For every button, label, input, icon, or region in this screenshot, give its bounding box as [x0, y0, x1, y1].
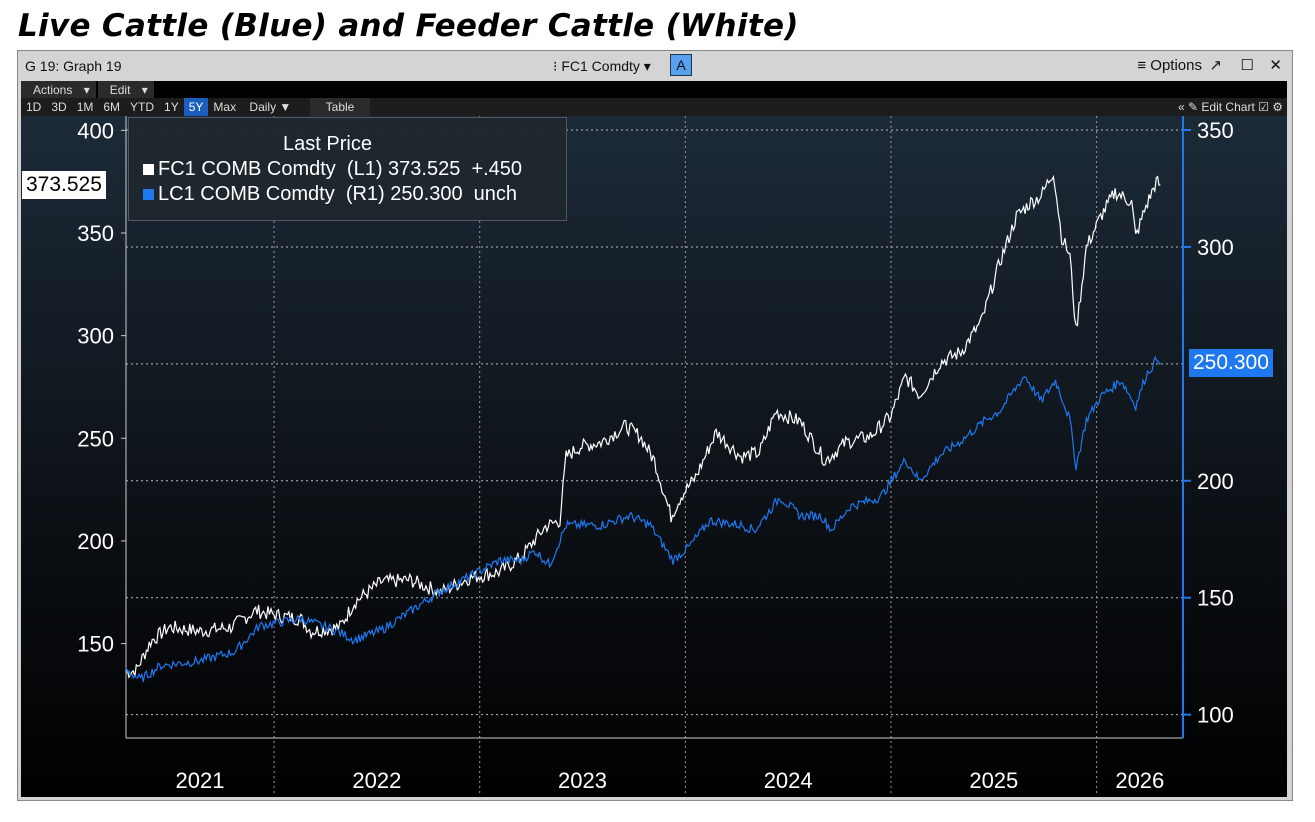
legend-fc-text: LC1 COMB Comdty (R1) 250.300 unch [158, 183, 518, 205]
left-tick-label: 350 [77, 221, 114, 246]
range-max[interactable]: Max [213, 100, 237, 114]
gear-icon[interactable]: ⚙ [1272, 100, 1283, 114]
x-tick-label: 2022 [352, 768, 401, 793]
range-1y[interactable]: 1Y [164, 100, 179, 114]
legend-item-lc: LC1 COMB Comdty (R1) 250.300 unch [143, 183, 566, 206]
annotate-icon[interactable]: ☑ [1258, 100, 1269, 114]
legend: Last Price FC1 COMB Comdty (L1) 373.525 … [128, 117, 567, 221]
edit-label: Edit [103, 82, 137, 98]
legend-fc-text: FC1 COMB Comdty (L1) 373.525 +.450 [158, 158, 523, 180]
range-5y[interactable]: 5Y [183, 98, 209, 116]
legend-item-fc: FC1 COMB Comdty (L1) 373.525 +.450 [143, 158, 566, 181]
options-label: Options [1150, 57, 1202, 74]
graph-window: G 19: Graph 19 ⁝ FC1 Comdty ▾ A ≡ Option… [17, 50, 1293, 801]
left-tick-label: 400 [77, 118, 114, 143]
range-3d[interactable]: 3D [51, 100, 67, 114]
maximize-icon[interactable]: ☐ [1240, 57, 1254, 74]
left-tick-label: 150 [77, 632, 114, 657]
legend-title: Last Price [283, 133, 372, 155]
range-1d[interactable]: 1D [26, 100, 42, 114]
security-label: FC1 Comdty [561, 58, 640, 74]
lc-series-line [125, 355, 1161, 683]
x-tick-label: 2024 [764, 768, 813, 793]
chart-title: Live Cattle (Blue) and Feeder Cattle (Wh… [18, 8, 799, 44]
chart-area[interactable]: 150 200 250 300 350 400 100 150 200 300 350 2021 202… [21, 116, 1287, 797]
close-icon[interactable]: ✕ [1269, 57, 1282, 74]
range-6m[interactable]: 6M [103, 100, 121, 114]
edit-chart-button[interactable]: ✎ Edit Chart [1188, 100, 1255, 114]
menu-bar: Actions ▾ Edit ▾ [21, 81, 1287, 99]
menu-icon: ≡ [1137, 57, 1147, 74]
options-button[interactable]: ≡ Options [1137, 57, 1202, 74]
range-1m[interactable]: 1M [76, 100, 94, 114]
edit-chart-label: Edit Chart [1201, 100, 1255, 114]
pencil-icon: ✎ [1188, 100, 1199, 114]
right-tick-label: 200 [1197, 469, 1234, 494]
x-tick-label: 2021 [176, 768, 225, 793]
right-tick-label: 350 [1197, 118, 1234, 143]
window-name: G 19: Graph 19 [25, 58, 122, 74]
left-tick-label: 200 [77, 529, 114, 554]
range-ytd[interactable]: YTD [130, 100, 155, 114]
collapse-icon[interactable]: « [1177, 100, 1185, 114]
right-tick-label: 100 [1197, 703, 1234, 728]
x-tick-label: 2025 [969, 768, 1018, 793]
lc-last-price-marker: 250.300 [1189, 349, 1273, 378]
actions-menu[interactable]: Actions ▾ [21, 81, 96, 99]
expand-icon[interactable]: ↗ [1209, 57, 1222, 74]
fc-last-price-marker: 373.525 [22, 170, 106, 199]
frequency-dropdown[interactable]: Daily ▼ [249, 100, 292, 114]
table-button[interactable]: Table [309, 98, 371, 116]
window-titlebar: G 19: Graph 19 ⁝ FC1 Comdty ▾ A ≡ Option… [18, 51, 1292, 81]
chart-svg: 150 200 250 300 350 400 100 150 200 300 350 2021 202… [77, 116, 1234, 796]
x-tick-label: 2026 [1115, 768, 1164, 793]
range-toolbar: 1D 3D 1M 6M YTD 1Y 5Y Max Daily ▼ Table « ✎ Edi… [21, 98, 1287, 116]
security-selector[interactable]: ⁝ FC1 Comdty ▾ [553, 58, 651, 74]
fc-series-line [125, 174, 1161, 679]
actions-label: Actions [27, 82, 79, 98]
edit-menu[interactable]: Edit ▾ [97, 81, 154, 99]
x-tick-label: 2023 [558, 768, 607, 793]
right-tick-label: 150 [1197, 586, 1234, 611]
fc-swatch [143, 164, 154, 175]
left-tick-label: 300 [77, 324, 114, 349]
right-tick-label: 300 [1197, 235, 1234, 260]
a-button[interactable]: A [670, 54, 692, 76]
lc-swatch [143, 189, 154, 200]
left-tick-label: 250 [77, 426, 114, 451]
